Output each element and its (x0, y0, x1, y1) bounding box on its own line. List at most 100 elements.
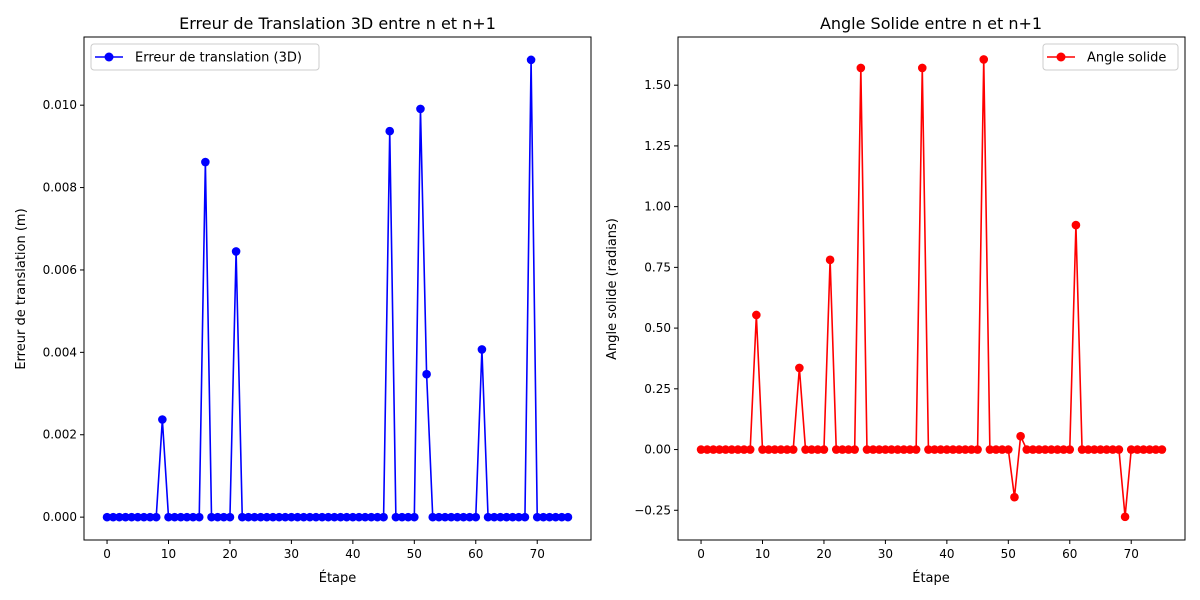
data-point (1059, 445, 1068, 454)
data-point (102, 512, 112, 522)
data-point (440, 512, 450, 522)
data-point (465, 512, 474, 522)
legend-marker (104, 52, 114, 62)
data-point (250, 512, 259, 522)
data-point (1096, 445, 1105, 454)
data-point (330, 512, 339, 522)
data-point (244, 512, 253, 522)
data-point (1114, 445, 1124, 454)
data-point (1004, 445, 1013, 454)
data-point (1120, 512, 1130, 522)
legend: Erreur de translation (3D) (90, 43, 320, 71)
y-tick-label: 0.75 (644, 260, 671, 274)
data-point (373, 512, 382, 522)
y-axis-label: Erreur de translation (m) (14, 208, 29, 369)
legend: Angle solide (1042, 43, 1179, 71)
data-point (973, 445, 982, 454)
data-point (256, 512, 265, 522)
data-point (911, 445, 921, 454)
data-point (213, 512, 222, 522)
x-tick-label: 60 (1062, 547, 1077, 561)
data-point (121, 512, 130, 522)
y-tick-label: 1.00 (644, 200, 671, 214)
data-point (379, 512, 388, 522)
y-tick-label: −0.25 (634, 503, 671, 517)
data-point (367, 512, 376, 522)
data-point (1065, 445, 1075, 454)
legend-label: Erreur de translation (3D) (135, 51, 302, 66)
x-axis-label: Étape (319, 570, 357, 586)
data-point (231, 247, 241, 256)
data-point (1047, 445, 1056, 454)
data-point (133, 512, 143, 522)
data-point (905, 445, 915, 454)
data-point (819, 445, 829, 454)
data-point (942, 445, 952, 454)
data-point (850, 445, 859, 454)
data-point (967, 445, 976, 454)
data-point (108, 512, 118, 522)
data-point (446, 512, 456, 522)
data-point (237, 512, 247, 522)
data-point (1077, 445, 1087, 454)
data-point (782, 445, 792, 454)
x-tick-label: 70 (530, 547, 545, 561)
legend-box (90, 43, 320, 71)
data-point (770, 445, 780, 454)
data-point (551, 512, 560, 522)
data-point (158, 415, 167, 424)
data-point (936, 445, 946, 454)
data-point (115, 512, 124, 522)
data-point (428, 512, 438, 522)
data-point (164, 512, 173, 522)
plot-frame (677, 36, 1186, 541)
data-point (709, 445, 718, 454)
data-point (397, 512, 407, 522)
data-point (702, 445, 712, 454)
data-point (342, 512, 352, 522)
data-point (1108, 445, 1118, 454)
data-point (917, 63, 927, 73)
x-tick-label: 20 (222, 547, 237, 561)
data-point (496, 512, 505, 522)
data-point (727, 445, 737, 454)
data-point (776, 445, 786, 454)
data-point (930, 445, 939, 454)
data-point (514, 512, 524, 522)
data-point (317, 512, 327, 522)
data-point (526, 55, 536, 65)
data-point (1090, 445, 1099, 454)
data-point (305, 512, 315, 522)
data-point (887, 445, 896, 454)
data-point (813, 445, 823, 454)
x-tick-label: 40 (345, 547, 360, 561)
data-point (1126, 445, 1136, 454)
legend-marker (1056, 52, 1066, 62)
data-point (348, 512, 358, 522)
x-tick-label: 30 (878, 547, 893, 561)
y-tick-label: 0.010 (43, 98, 77, 112)
x-tick-label: 10 (755, 547, 770, 561)
data-point (391, 512, 401, 522)
data-point (293, 512, 302, 522)
series (102, 55, 573, 522)
x-tick-label: 50 (1001, 547, 1016, 561)
y-tick-label: 0.006 (43, 263, 77, 277)
y-tick-label: 0.00 (644, 443, 671, 457)
data-point (201, 157, 210, 167)
data-point (311, 512, 321, 522)
data-point (336, 512, 345, 522)
data-point (471, 512, 481, 522)
data-point (825, 255, 835, 265)
data-point (961, 445, 970, 454)
data-point (985, 445, 995, 454)
data-point (225, 512, 235, 522)
y-tick-label: 0.25 (644, 382, 671, 396)
data-point (532, 512, 542, 522)
data-point (262, 512, 272, 522)
data-point (979, 55, 989, 64)
data-point (194, 512, 204, 522)
data-point (924, 445, 933, 454)
y-tick-label: 0.008 (43, 181, 77, 195)
